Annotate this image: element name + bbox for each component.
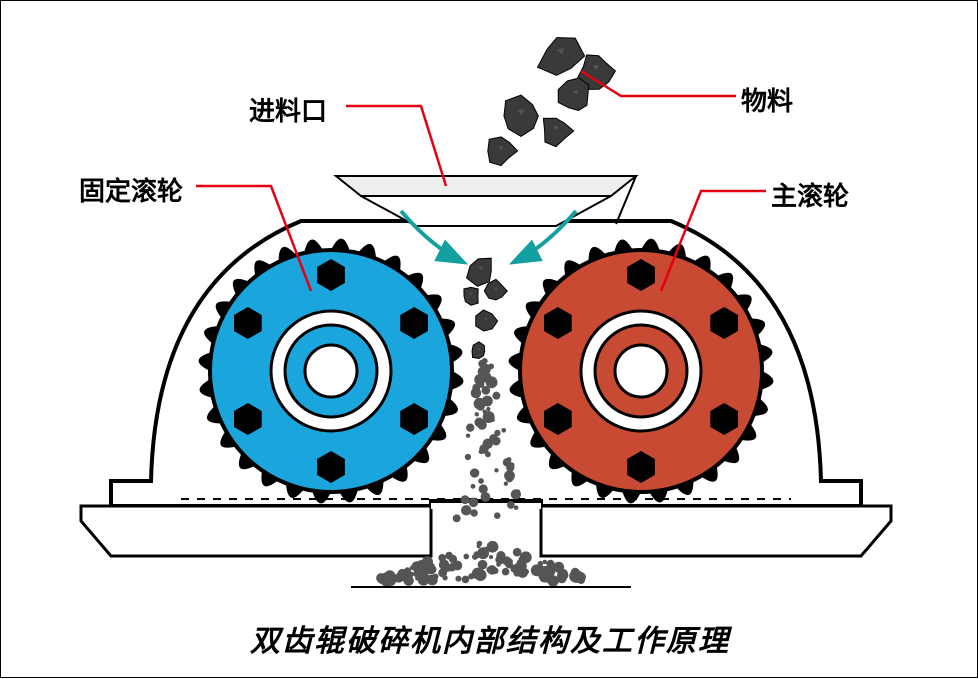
label-fixed-roller: 固定滚轮 [79, 171, 183, 208]
base-right [541, 506, 891, 556]
label-material: 物料 [741, 81, 793, 118]
label-feed: 进料口 [249, 91, 327, 128]
base-left [81, 506, 431, 556]
diagram-canvas [1, 1, 978, 679]
hopper-top [336, 176, 636, 196]
diagram-title: 双齿辊破碎机内部结构及工作原理 [1, 616, 978, 660]
leader-feed [346, 106, 446, 186]
label-main-roller: 主滚轮 [771, 176, 849, 213]
